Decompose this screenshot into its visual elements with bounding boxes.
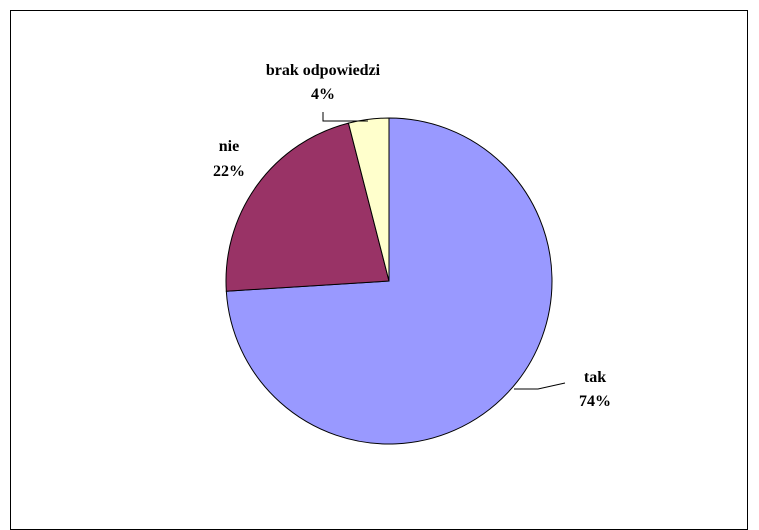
data-label-nie-percent: 22%	[213, 163, 245, 180]
pie-slices	[225, 117, 553, 445]
data-label-tak-category: tak	[584, 369, 606, 386]
pie-slice-brak-odpowiedzi	[347, 117, 390, 282]
data-label-nie-category: nie	[219, 138, 239, 155]
data-labels: tak 74% nie 22% brak odpowiedzi 4%	[213, 62, 611, 410]
pie-slice-nie	[225, 122, 390, 292]
pie-chart: tak 74% nie 22% brak odpowiedzi 4%	[213, 62, 611, 445]
leader-lines	[322, 112, 566, 390]
data-label-brak-odpowiedzi-category: brak odpowiedzi	[266, 62, 381, 79]
leader-line-tak	[514, 382, 566, 390]
leader-line-brak-odpowiedzi	[322, 112, 368, 122]
data-label-brak-odpowiedzi-percent: 4%	[311, 86, 335, 103]
data-label-tak-percent: 74%	[579, 393, 611, 410]
